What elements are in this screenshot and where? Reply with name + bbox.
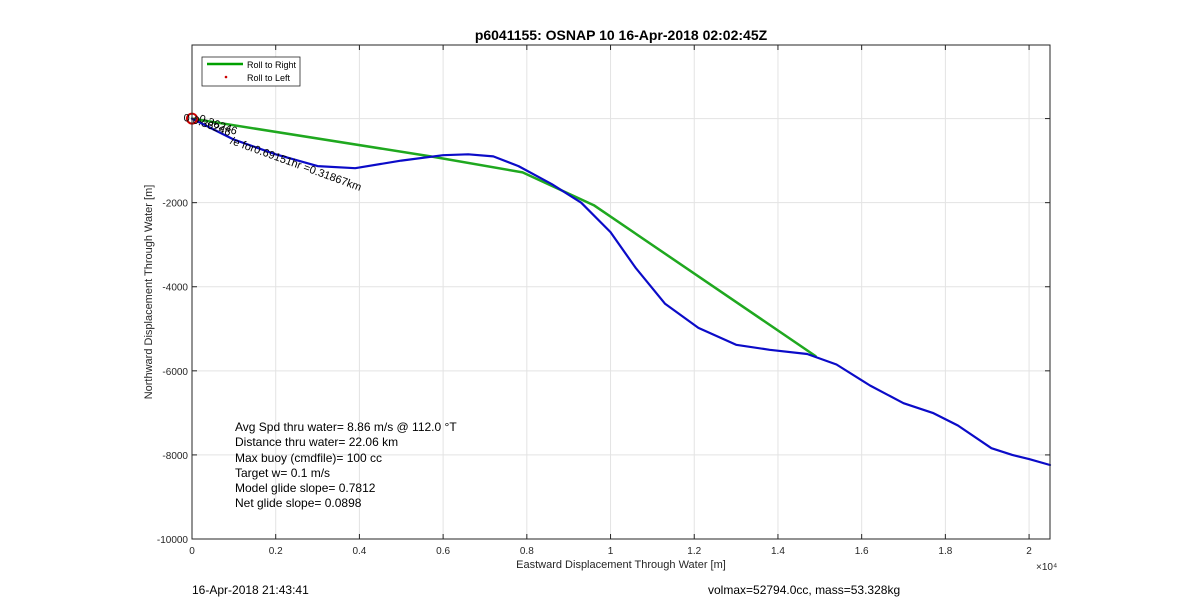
chart-title: p6041155: OSNAP 10 16-Apr-2018 02:02:45Z	[475, 27, 768, 43]
x-tick-label: 0	[189, 546, 195, 557]
x-tick-label: 0.8	[520, 546, 534, 557]
stat-target-w: Target w= 0.1 m/s	[235, 465, 331, 480]
x-tick-label: 2	[1026, 546, 1032, 557]
x-tick-label: 0.4	[352, 546, 366, 557]
plot-area	[192, 45, 1050, 539]
stat-distance: Distance thru water= 22.06 km	[235, 435, 399, 450]
footer-info: volmax=52794.0cc, mass=53.328kg	[708, 583, 901, 597]
legend-swatch-roll-left	[224, 75, 228, 79]
x-axis-exponent: ×10⁴	[1036, 562, 1057, 573]
stats-box: Avg Spd thru water= 8.86 m/s @ 112.0 °T …	[235, 420, 457, 512]
x-tick-label: 1	[608, 546, 614, 557]
series-line-roll-right	[190, 117, 817, 358]
y-tick-label: -2000	[162, 199, 188, 210]
grid	[191, 45, 1050, 540]
legend-box	[201, 56, 301, 87]
y-tick-label: -10000	[157, 535, 189, 546]
y-tick-label: -4000	[162, 283, 188, 294]
y-tick-label: -8000	[162, 451, 188, 462]
legend: Roll to Right Roll to Left	[201, 56, 301, 87]
tick-layer: 0 0.2 0.4 0.6 0.8 1 1.2 1.4 1.6 1.8 2 -10000 -8000 -6…	[157, 45, 1050, 557]
x-tick-label: 1.8	[938, 546, 952, 557]
legend-label-roll-right: Roll to Right	[247, 60, 297, 70]
series-line-track	[190, 117, 1052, 467]
y-tick-label: -6000	[162, 367, 188, 378]
plot-frame	[191, 44, 1051, 540]
stat-net-glide-slope: Net glide slope= 0.0898	[235, 496, 362, 511]
x-tick-label: 0.2	[269, 546, 283, 557]
x-tick-label: 1.6	[855, 546, 869, 557]
stat-avg-speed: Avg Spd thru water= 8.86 m/s @ 112.0 °T	[235, 420, 457, 434]
x-axis-label: Eastward Displacement Through Water [m]	[516, 559, 726, 571]
stat-model-glide-slope: Model glide slope= 0.7812	[235, 481, 376, 496]
footer-timestamp: 16-Apr-2018 21:43:41	[192, 583, 309, 597]
legend-label-roll-left: Roll to Left	[247, 73, 291, 83]
x-tick-label: 0.6	[436, 546, 450, 557]
x-tick-label: 1.4	[771, 546, 785, 557]
y-axis-label: Northward Displacement Through Water [m]	[143, 185, 155, 400]
x-tick-label: 1.2	[687, 546, 701, 557]
stat-max-buoy: Max buoy (cmdfile)= 100 cc	[235, 450, 383, 465]
annotation-label: 0	[184, 112, 190, 124]
